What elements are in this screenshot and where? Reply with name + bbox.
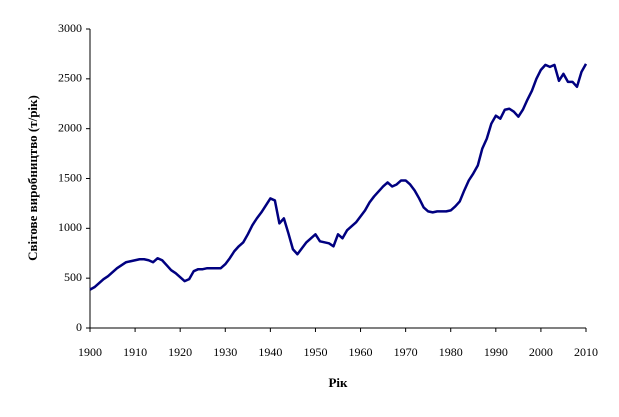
y-tick-label: 2500 bbox=[58, 71, 82, 85]
line-series bbox=[89, 63, 588, 291]
x-tick-label: 1950 bbox=[303, 345, 327, 359]
y-tick-label: 3000 bbox=[58, 21, 82, 35]
x-tick-label: 1980 bbox=[439, 345, 463, 359]
y-tick-label: 2000 bbox=[58, 120, 82, 134]
x-tick-label: 2010 bbox=[574, 345, 598, 359]
x-axis-label: Рік bbox=[328, 375, 348, 390]
x-tick-label: 1970 bbox=[394, 345, 418, 359]
y-tick-label: 0 bbox=[76, 320, 82, 334]
x-tick-label: 1930 bbox=[213, 345, 237, 359]
x-tick-label: 1920 bbox=[168, 345, 192, 359]
x-tick-label: 1960 bbox=[349, 345, 373, 359]
y-tick-label: 500 bbox=[64, 270, 82, 284]
x-tick-label: 1910 bbox=[123, 345, 147, 359]
x-tick-label: 1940 bbox=[258, 345, 282, 359]
x-tick-label: 1990 bbox=[484, 345, 508, 359]
y-axis-label: Світове виробництво (т/рік) bbox=[25, 95, 40, 261]
y-tick-label: 1500 bbox=[58, 170, 82, 184]
x-tick-label: 2000 bbox=[529, 345, 553, 359]
x-tick-label: 1900 bbox=[78, 345, 102, 359]
y-tick-label: 1000 bbox=[58, 220, 82, 234]
